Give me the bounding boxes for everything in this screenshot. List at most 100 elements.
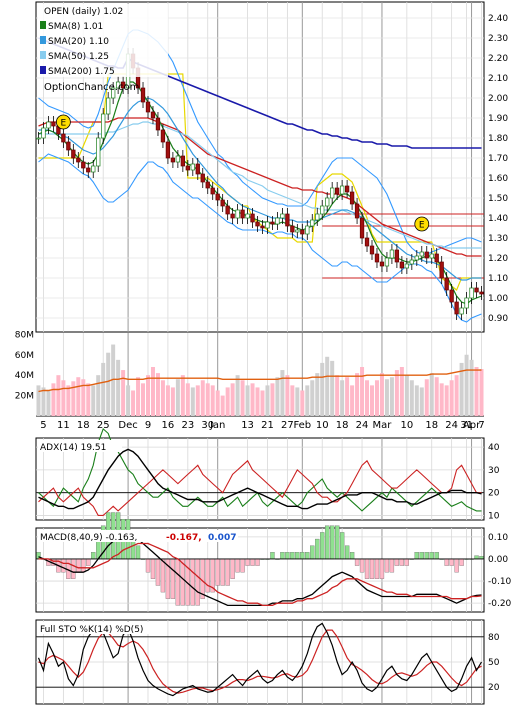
macd-histogram-bar [459, 558, 464, 566]
date-tick-label: 10 [316, 420, 329, 431]
volume-bar [205, 383, 210, 416]
macd-title-bg [38, 530, 238, 542]
volume-bar [439, 383, 444, 416]
candle-body [275, 217, 280, 225]
volume-bar [340, 380, 345, 416]
volume-bar [370, 385, 374, 416]
candle-body [444, 277, 449, 291]
macd-histogram-bar [81, 558, 86, 573]
candle-body [61, 133, 66, 143]
candle-body [280, 213, 285, 219]
date-tick-label: Mar [373, 420, 393, 431]
candle-body [474, 287, 479, 293]
candle-body [315, 213, 320, 221]
date-tick-label: 21 [261, 420, 274, 431]
volume-tick-label: 40M [15, 371, 34, 381]
legend-entry: OPEN (daily) 1.02 [44, 7, 123, 17]
volume-bar [215, 390, 220, 416]
earnings-marker-label: E [61, 119, 67, 129]
volume-bar [325, 356, 330, 416]
date-tick-label: Jan [209, 420, 225, 431]
volume-bar [464, 354, 469, 416]
candle-body [230, 213, 235, 219]
volume-bar [121, 370, 126, 416]
legend-background [38, 4, 168, 77]
price-tick-label: 1.30 [488, 234, 508, 244]
candle-body [379, 261, 385, 267]
candle-body [330, 187, 335, 199]
macd-histogram-bar [349, 552, 355, 560]
candle-body [285, 213, 290, 227]
volume-bar [146, 375, 150, 416]
volume-bar [399, 367, 404, 416]
candle-body [404, 263, 409, 269]
volume-bar [280, 370, 285, 416]
date-tick-label: 11 [57, 420, 70, 431]
volume-bar [419, 387, 424, 416]
macd-histogram-bar [429, 552, 434, 560]
macd-histogram-bar [220, 558, 225, 586]
macd-histogram-bar [325, 525, 330, 560]
volume-bar [424, 379, 429, 416]
adx-tick-label: 20 [488, 489, 500, 499]
volume-bar [360, 367, 365, 416]
macd-histogram-bar [474, 555, 479, 560]
macd-histogram-bar [305, 552, 310, 560]
volume-bar [310, 380, 315, 416]
price-tick-label: 2.10 [488, 74, 508, 84]
macd-tick-label: 0.00 [488, 555, 508, 565]
candle-body [439, 261, 444, 279]
macd-histogram-bar [195, 558, 200, 606]
macd-histogram-bar [91, 552, 96, 560]
volume-bar [96, 375, 101, 416]
macd-value-histogram: 0.007 [208, 533, 236, 543]
date-tick-label: 16 [162, 420, 175, 431]
macd-histogram-bar [449, 558, 454, 566]
volume-tick-label: 60M [15, 351, 34, 361]
sma20-line [38, 97, 482, 281]
legend-entry: SMA(50) 1.25 [48, 52, 109, 62]
macd-histogram-bar [344, 545, 350, 560]
volume-bar [330, 360, 335, 416]
macd-histogram-bar [145, 558, 151, 573]
macd-histogram-bar [225, 558, 230, 586]
candle-body [175, 155, 181, 163]
price-tick-label: 2.00 [488, 94, 508, 104]
candle-body [310, 219, 315, 227]
volume-bar [165, 385, 170, 416]
volume-bar [270, 383, 275, 416]
volume-bar [250, 383, 255, 416]
sto-k-line [37, 622, 483, 697]
date-tick-label: 31 [460, 420, 473, 431]
volume-bar [414, 385, 419, 416]
volume-tick-label: 80M [15, 330, 34, 340]
macd-histogram-bar [379, 558, 385, 579]
price-tick-label: 1.70 [488, 154, 508, 164]
sto-title: Full STO %K(14) %D(5) [40, 625, 143, 635]
candle-body [205, 181, 210, 189]
adx-title: ADX(14) 19.51 [40, 443, 106, 453]
adx-di-minus-line [38, 459, 482, 516]
candle-body [464, 297, 469, 309]
adx-line [38, 448, 482, 510]
date-tick-label: 23 [181, 420, 194, 431]
candle-body [374, 253, 380, 263]
price-tick-label: 2.40 [488, 14, 508, 24]
macd-histogram-bar [359, 558, 365, 573]
macd-histogram-bar [320, 532, 325, 560]
date-tick-label: 24 [356, 420, 369, 431]
candle-body [245, 213, 250, 219]
candle-body [81, 161, 86, 169]
date-tick-label: 24 [445, 420, 458, 431]
candle-body [46, 121, 51, 129]
candle-body [185, 165, 190, 171]
candle-body [384, 257, 390, 267]
sma50-line [38, 121, 482, 249]
volume-bar [300, 390, 305, 416]
macd-histogram-bar [295, 552, 300, 560]
candle-body [479, 291, 484, 295]
macd-histogram-bar [270, 552, 275, 560]
macd-histogram-bar [135, 545, 141, 560]
